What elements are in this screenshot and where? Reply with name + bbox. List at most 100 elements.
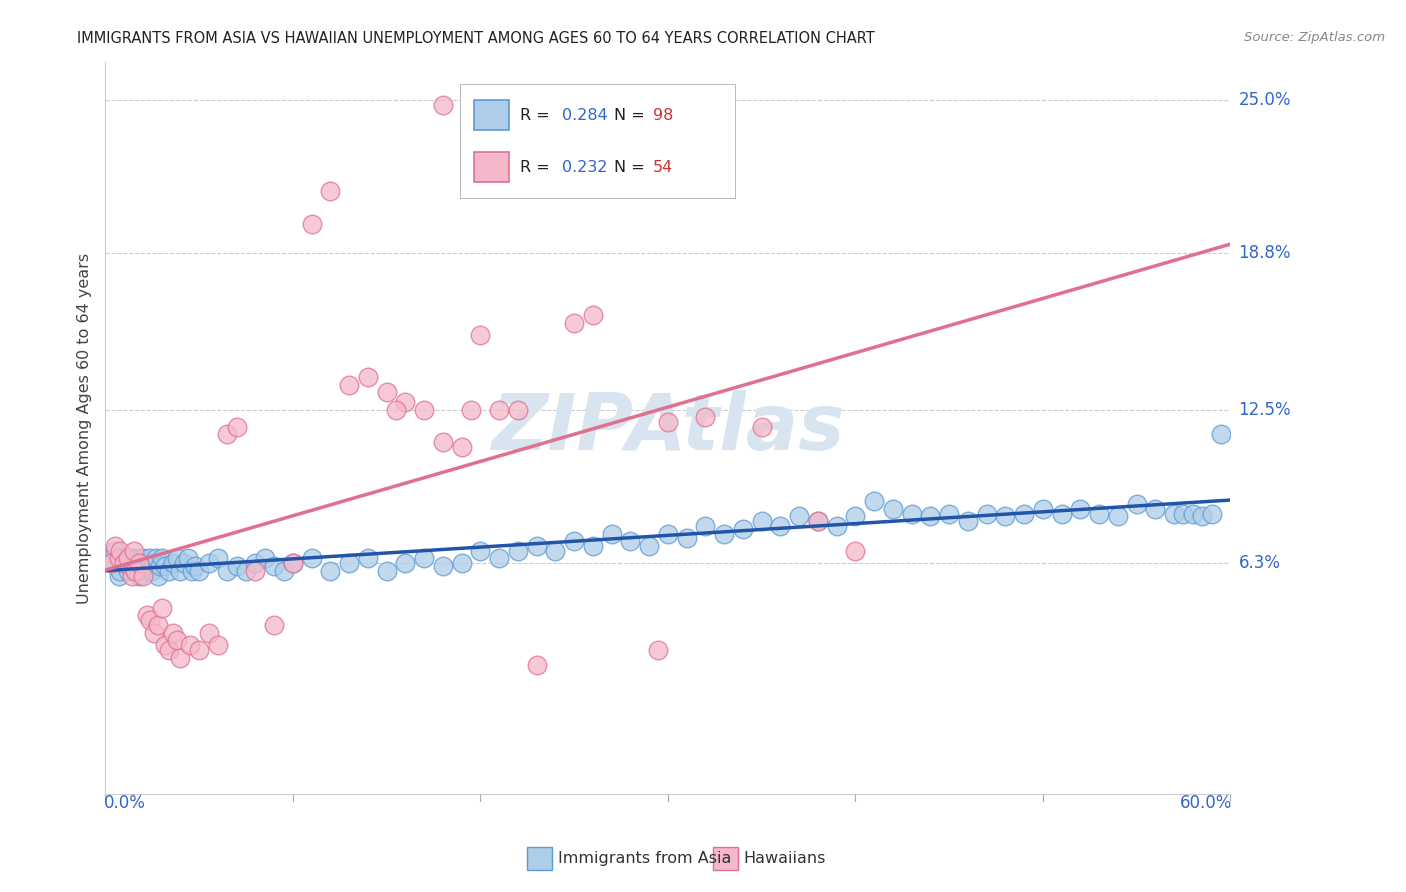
Point bbox=[180, 564, 202, 578]
Point bbox=[375, 564, 398, 578]
Point bbox=[146, 618, 169, 632]
Point bbox=[197, 556, 219, 570]
Point bbox=[657, 526, 679, 541]
Point bbox=[281, 556, 304, 570]
Point bbox=[1125, 497, 1147, 511]
Point bbox=[432, 558, 454, 573]
Point bbox=[526, 657, 548, 672]
Point bbox=[357, 370, 380, 384]
Point bbox=[263, 618, 285, 632]
Point bbox=[1144, 501, 1167, 516]
Point bbox=[582, 309, 605, 323]
Point bbox=[751, 420, 773, 434]
Point bbox=[1173, 507, 1195, 521]
Point bbox=[184, 558, 207, 573]
Text: 12.5%: 12.5% bbox=[1239, 401, 1291, 418]
Point bbox=[134, 556, 156, 570]
Point bbox=[207, 551, 229, 566]
Point bbox=[657, 415, 679, 429]
Text: 6.3%: 6.3% bbox=[1239, 554, 1281, 573]
Point bbox=[470, 544, 492, 558]
Point bbox=[544, 544, 567, 558]
Point bbox=[301, 551, 323, 566]
Point bbox=[807, 514, 830, 528]
Point bbox=[1050, 507, 1073, 521]
Point bbox=[488, 402, 510, 417]
Text: Immigrants from Asia: Immigrants from Asia bbox=[558, 851, 731, 866]
Point bbox=[177, 551, 200, 566]
Point bbox=[100, 556, 122, 570]
Point bbox=[145, 551, 167, 566]
Point bbox=[375, 385, 398, 400]
Point bbox=[135, 608, 157, 623]
Point bbox=[619, 533, 641, 548]
Point bbox=[675, 532, 697, 546]
Text: Source: ZipAtlas.com: Source: ZipAtlas.com bbox=[1244, 31, 1385, 45]
Point bbox=[319, 564, 342, 578]
Point bbox=[166, 633, 188, 648]
Point bbox=[112, 556, 135, 570]
Point bbox=[100, 556, 122, 570]
Point bbox=[920, 509, 942, 524]
Point bbox=[245, 556, 267, 570]
Point bbox=[121, 568, 143, 582]
Point bbox=[197, 625, 219, 640]
Point bbox=[121, 551, 143, 566]
Point bbox=[169, 650, 191, 665]
Point bbox=[844, 544, 866, 558]
Point bbox=[1181, 507, 1204, 521]
Point bbox=[695, 409, 717, 424]
Point bbox=[112, 556, 135, 570]
Point bbox=[188, 564, 211, 578]
Point bbox=[938, 507, 960, 521]
Point bbox=[129, 558, 152, 573]
Point bbox=[146, 568, 169, 582]
Point bbox=[132, 551, 155, 566]
Point bbox=[157, 564, 180, 578]
Point bbox=[1209, 427, 1232, 442]
Point bbox=[110, 544, 132, 558]
Point bbox=[319, 185, 342, 199]
Point bbox=[562, 316, 585, 330]
Point bbox=[139, 613, 162, 627]
Point bbox=[188, 643, 211, 657]
Point bbox=[460, 402, 482, 417]
Point bbox=[357, 551, 380, 566]
Point bbox=[1191, 509, 1213, 524]
Point bbox=[104, 544, 127, 558]
Point bbox=[1012, 507, 1035, 521]
Point bbox=[149, 558, 172, 573]
Y-axis label: Unemployment Among Ages 60 to 64 years: Unemployment Among Ages 60 to 64 years bbox=[76, 252, 91, 604]
Text: 18.8%: 18.8% bbox=[1239, 244, 1291, 262]
Point bbox=[217, 564, 239, 578]
Point bbox=[150, 551, 173, 566]
Point bbox=[751, 514, 773, 528]
Point bbox=[207, 638, 229, 652]
Text: 60.0%: 60.0% bbox=[1180, 794, 1232, 812]
Point bbox=[155, 558, 177, 573]
Point bbox=[253, 551, 276, 566]
Point bbox=[385, 402, 408, 417]
Text: ZIPAtlas: ZIPAtlas bbox=[491, 390, 845, 467]
Text: 25.0%: 25.0% bbox=[1239, 91, 1291, 109]
Point bbox=[647, 643, 669, 657]
Point bbox=[638, 539, 661, 553]
Point bbox=[128, 556, 150, 570]
Point bbox=[807, 514, 830, 528]
Point bbox=[225, 558, 247, 573]
Point bbox=[141, 564, 163, 578]
Point bbox=[994, 509, 1017, 524]
Point bbox=[127, 551, 149, 566]
Point bbox=[863, 494, 886, 508]
Text: IMMIGRANTS FROM ASIA VS HAWAIIAN UNEMPLOYMENT AMONG AGES 60 TO 64 YEARS CORRELAT: IMMIGRANTS FROM ASIA VS HAWAIIAN UNEMPLO… bbox=[77, 31, 875, 46]
Point bbox=[582, 539, 605, 553]
Point bbox=[956, 514, 979, 528]
Point bbox=[337, 377, 360, 392]
Point bbox=[432, 97, 454, 112]
Point bbox=[245, 564, 267, 578]
Point bbox=[128, 568, 150, 582]
Point bbox=[413, 551, 436, 566]
Point bbox=[115, 551, 138, 566]
Point bbox=[162, 556, 184, 570]
Point bbox=[110, 564, 132, 578]
